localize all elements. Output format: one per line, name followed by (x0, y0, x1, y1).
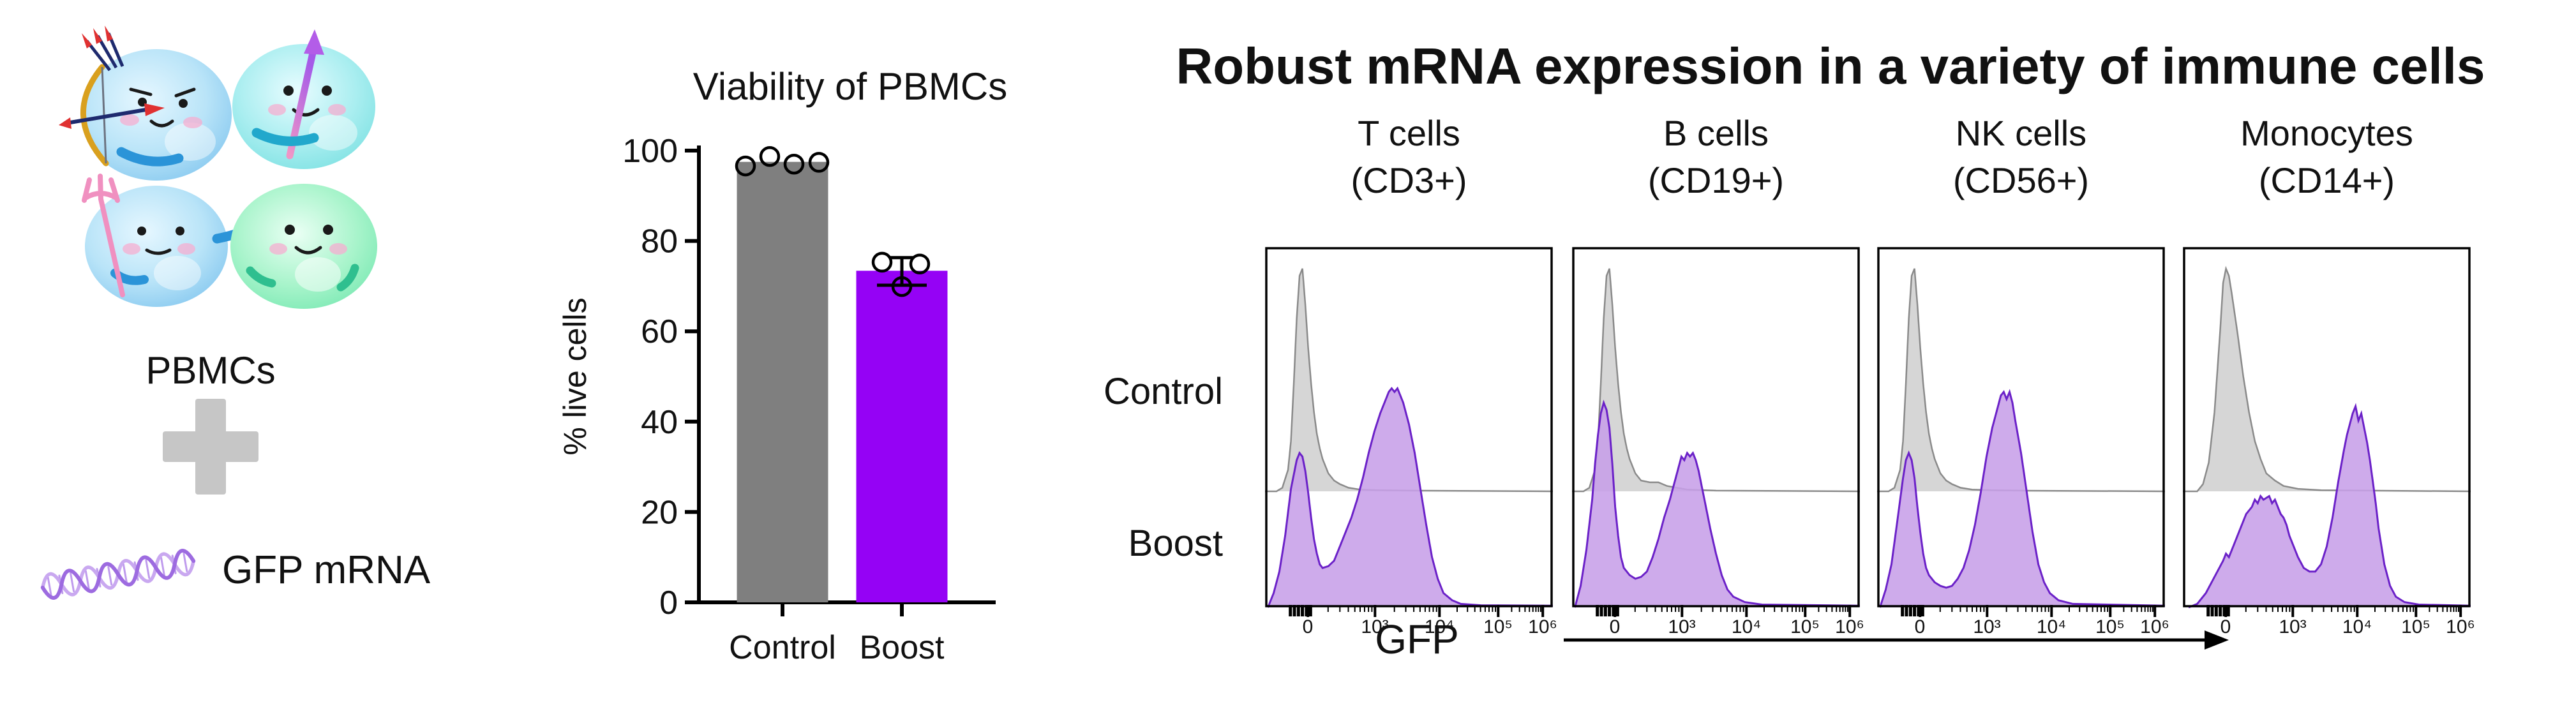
data-point (871, 251, 893, 273)
x-tick-label: 10³ (1668, 616, 1696, 637)
gfp-axis-label: GFP (1375, 616, 1459, 662)
x-tick-label: 10³ (1361, 616, 1389, 637)
gfp-mrna-label: GFP mRNA (222, 548, 431, 592)
x-tick-label: 10⁴ (2036, 616, 2067, 637)
archer-cell-icon (59, 26, 232, 181)
boost-histogram-curve (1574, 399, 1860, 608)
x-tick-label: 10⁴ (1731, 616, 1762, 637)
data-point (808, 152, 830, 173)
y-tick-label: 40 (641, 404, 678, 441)
column-header-b-cells: B cells (CD19+) (1572, 110, 1860, 204)
bar-chart-y-axis-label: % live cells (557, 297, 593, 455)
error-bar (877, 256, 927, 287)
arrow-cell-icon (232, 29, 375, 169)
bar-boost (856, 271, 948, 602)
boost-histogram-curve (2188, 403, 2471, 609)
data-point (909, 253, 931, 274)
column-header-nk-cells: NK cells (CD56+) (1877, 110, 2165, 204)
boost-histogram-curve (1879, 389, 2165, 608)
x-tick-label: 10⁴ (2342, 616, 2372, 637)
cell-type-label: NK cells (1955, 113, 2087, 153)
y-tick-label: 0 (659, 584, 678, 621)
x-tick-label: 10⁵ (2401, 616, 2430, 637)
column-header-monocytes: Monocytes (CD14+) (2183, 110, 2471, 204)
pbmcs-label: PBMCs (146, 349, 276, 392)
histogram-panels: 0 10³ 10⁴ 10⁵ 10⁶ 0 10³ 10⁴ 10⁵ 10⁶ 0 10³ 10⁴ 10⁵ 10⁶ 0… (1265, 247, 2478, 668)
y-tick-label: 20 (641, 494, 678, 531)
data-point (891, 276, 913, 297)
cell-type-label: T cells (1358, 113, 1460, 153)
row-label-control: Control (1104, 371, 1223, 412)
gfp-axis-arrow-icon (1557, 622, 2247, 660)
row-label-boost: Boost (1128, 523, 1223, 564)
control-histogram-curve (1265, 268, 1553, 493)
x-tick-label: 0 (2220, 616, 2231, 637)
x-tick-label: 10⁴ (1424, 616, 1455, 637)
green-cell-icon (230, 184, 377, 309)
y-tick-label: 60 (641, 313, 678, 350)
control-histogram-curve (2183, 265, 2471, 493)
trident-cell-icon (82, 174, 262, 307)
y-tick-label: 80 (641, 223, 678, 260)
mrna-strand-icon (40, 549, 196, 600)
panel-frame (1877, 247, 2165, 607)
viability-bar-chart: Viability of PBMCs % live cells 0 20 40 60 80 1… (549, 38, 1079, 702)
pbmc-illustration-panel (26, 19, 447, 696)
y-tick-label: 100 (622, 133, 678, 170)
cell-marker-label: (CD14+) (2258, 160, 2395, 200)
data-point (735, 155, 756, 177)
x-tick-label: 10⁶ (1528, 616, 1557, 637)
x-tick-label: 0 (1609, 616, 1621, 637)
x-tick-label: 10⁶ (1835, 616, 1864, 637)
flow-histogram-nk-cells (1877, 247, 2165, 617)
main-title: Robust mRNA expression in a variety of i… (1176, 38, 2485, 94)
flow-histogram-b-cells (1572, 247, 1860, 617)
cell-type-label: Monocytes (2240, 113, 2413, 153)
cell-type-label: B cells (1663, 113, 1769, 153)
x-tick-label: 0 (1302, 616, 1314, 637)
x-tick-label: 10³ (2279, 616, 2307, 637)
x-tick-label: 10⁵ (2095, 616, 2125, 637)
panel-frame (2183, 247, 2471, 607)
panel-frame (1265, 247, 1553, 607)
flow-histogram-t-cells (1265, 247, 1553, 617)
cell-marker-label: (CD56+) (1952, 160, 2090, 200)
control-histogram-curve (1572, 268, 1860, 493)
x-tick-label: 0 (1914, 616, 1926, 637)
x-tick-label: 10⁵ (1790, 616, 1820, 637)
pbmc-cells-illustration (40, 26, 377, 600)
data-point (759, 145, 781, 167)
data-point (783, 153, 805, 175)
bar-category-label: Control (729, 629, 836, 666)
cell-marker-label: (CD3+) (1351, 160, 1467, 200)
x-tick-label: 10⁶ (2446, 616, 2475, 637)
x-tick-label: 10⁶ (2140, 616, 2169, 637)
plus-icon (163, 399, 258, 495)
bar-category-label: Boost (860, 629, 945, 666)
cell-marker-label: (CD19+) (1647, 160, 1785, 200)
x-tick-label: 10³ (1973, 616, 2001, 637)
boost-histogram-curve (1267, 386, 1553, 608)
x-tick-label: 10⁵ (1483, 616, 1513, 637)
panel-frame (1572, 247, 1860, 607)
bar-control (737, 161, 828, 602)
bar-chart-title: Viability of PBMCs (693, 65, 1007, 108)
column-header-t-cells: T cells (CD3+) (1265, 110, 1553, 204)
flow-histogram-monocytes (2183, 247, 2471, 617)
